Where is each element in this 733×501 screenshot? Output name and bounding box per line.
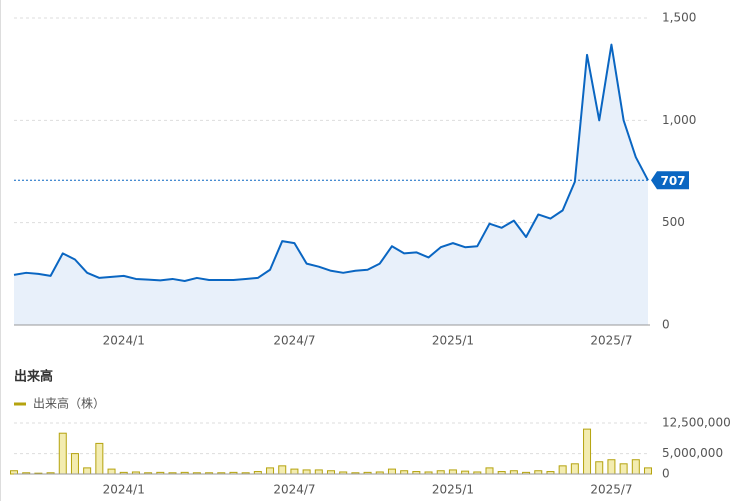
y-tick-label: 500	[662, 215, 685, 229]
volume-bar	[583, 428, 592, 475]
volume-bar	[631, 459, 640, 475]
volume-bar	[485, 467, 494, 475]
x-tick-label: 2024/1	[103, 334, 145, 348]
legend-label: 出来高（株）	[33, 396, 105, 411]
x-tick-label: 2024/7	[273, 334, 315, 348]
volume-bar	[558, 465, 567, 475]
y-tick-label: 0	[662, 467, 670, 481]
volume-bar	[314, 469, 323, 475]
price-line	[13, 43, 649, 282]
y-tick-label: 1,000	[662, 113, 696, 127]
volume-bar	[266, 467, 275, 475]
x-tick-label: 2025/1	[432, 483, 474, 497]
y-tick-label: 0	[662, 318, 670, 332]
y-tick-label: 1,500	[662, 11, 696, 25]
x-tick-label: 2025/7	[590, 334, 632, 348]
volume-bar	[58, 432, 67, 475]
volume-bar	[644, 467, 652, 475]
y-tick-label: 5,000,000	[662, 446, 723, 460]
x-tick-label: 2024/1	[103, 483, 145, 497]
volume-bar	[448, 469, 457, 475]
volume-bar	[70, 453, 79, 475]
volume-bar	[619, 463, 628, 475]
volume-bar	[278, 465, 287, 475]
volume-bar	[107, 468, 116, 475]
volume-bar	[607, 459, 616, 475]
x-tick-label: 2025/7	[590, 483, 632, 497]
volume-bar	[95, 442, 104, 475]
volume-bar	[302, 469, 311, 475]
volume-title: 出来高	[14, 369, 53, 385]
x-tick-label: 2025/1	[432, 334, 474, 348]
price-area	[14, 44, 648, 326]
volume-bar	[387, 468, 396, 475]
last-price-badge	[651, 171, 689, 190]
volume-bar	[290, 468, 299, 475]
last-price-label: 707	[660, 174, 685, 188]
volume-bar	[83, 467, 92, 475]
y-tick-label: 12,500,000	[662, 416, 731, 430]
volume-bar	[570, 463, 579, 475]
x-tick-label: 2024/7	[273, 483, 315, 497]
volume-bar	[595, 461, 604, 475]
